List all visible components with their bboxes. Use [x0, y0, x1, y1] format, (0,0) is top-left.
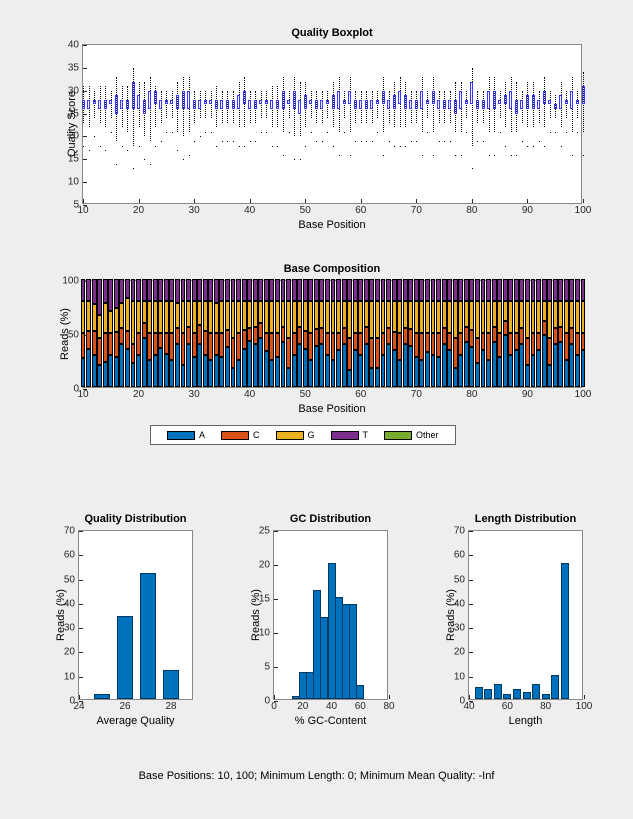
quality-distribution-chart: Quality Distribution Reads (%) Average Q…	[78, 530, 193, 700]
legend-item: T	[331, 430, 369, 440]
x-axis-label: Base Position	[83, 219, 581, 231]
chart-title: Quality Distribution	[79, 513, 192, 525]
x-axis-label: Length	[469, 715, 582, 727]
base-composition-chart: Base Composition Reads (%) Base Position…	[82, 280, 582, 388]
x-axis-label: % GC-Content	[274, 715, 387, 727]
y-axis-label: Quality Score	[66, 91, 78, 157]
chart-title: GC Distribution	[274, 513, 387, 525]
gc-distribution-chart: GC Distribution Reads (%) % GC-Content 0…	[273, 530, 388, 700]
legend-item: Other	[384, 430, 439, 440]
x-axis-label: Average Quality	[79, 715, 192, 727]
chart-title: Quality Boxplot	[83, 27, 581, 39]
base-composition-legend: A C G T Other	[150, 425, 456, 445]
quality-boxplot-chart: Quality Boxplot Quality Score Base Posit…	[82, 44, 582, 204]
legend-item: A	[167, 430, 205, 440]
legend-item: G	[276, 430, 315, 440]
footer-text: Base Positions: 10, 100; Minimum Length:…	[0, 770, 633, 782]
chart-title: Base Composition	[83, 263, 581, 275]
length-distribution-chart: Length Distribution Reads (%) Length 406…	[468, 530, 583, 700]
legend-item: C	[221, 430, 260, 440]
x-axis-label: Base Position	[83, 403, 581, 415]
chart-title: Length Distribution	[469, 513, 582, 525]
